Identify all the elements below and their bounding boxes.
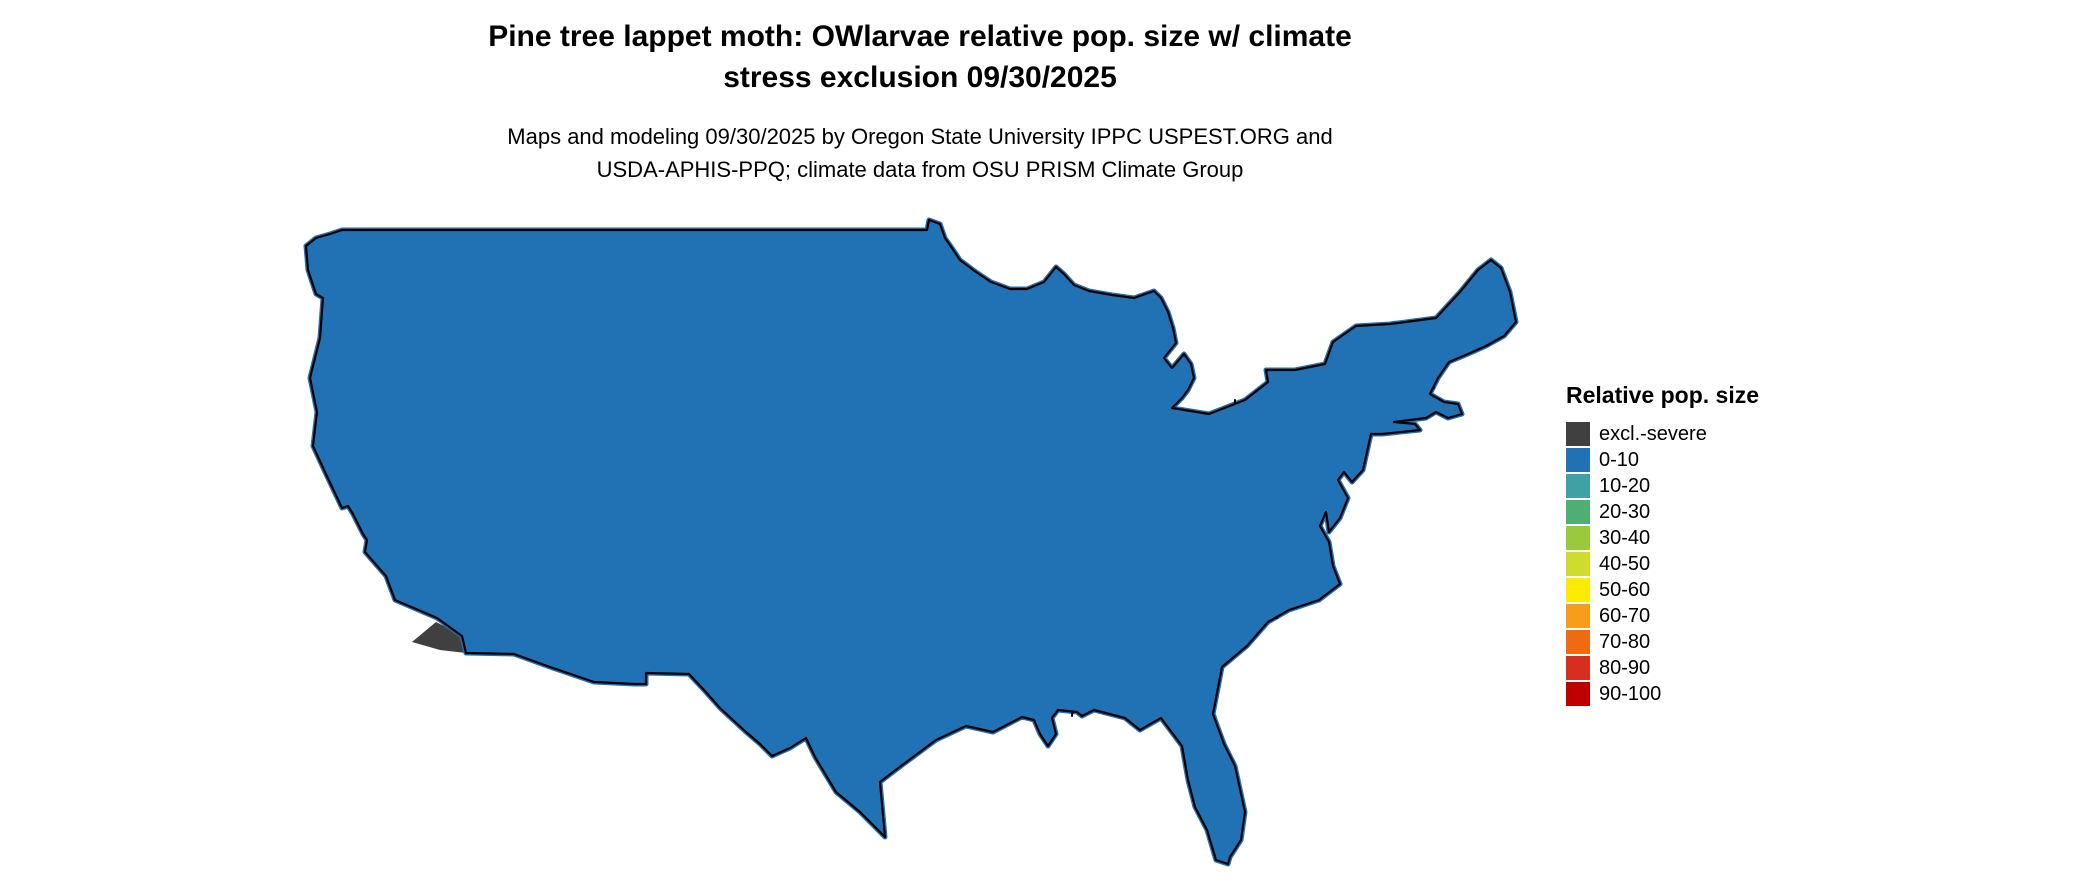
subtitle-line-2: USDA-APHIS-PPQ; climate data from OSU PR… <box>596 157 1244 182</box>
legend: Relative pop. size excl.-severe 0-10 10-20… <box>1566 382 1886 707</box>
legend-title: Relative pop. size <box>1566 382 1760 408</box>
legend-swatch <box>1566 526 1590 550</box>
legend-entry-label: 40-50 <box>1599 552 1651 575</box>
title-line-1: Pine tree lappet moth: OWlarvae relative… <box>488 20 1352 53</box>
legend-swatch <box>1566 474 1590 498</box>
legend-entry: 70-80 <box>1566 629 1886 655</box>
legend-swatch <box>1566 500 1590 524</box>
legend-entry: 60-70 <box>1566 603 1886 629</box>
figure-subtitle: Maps and modeling 09/30/2025 by Oregon S… <box>0 120 1840 186</box>
coastline <box>304 218 1518 866</box>
legend-swatch <box>1566 656 1590 680</box>
legend-swatch <box>1566 630 1590 654</box>
legend-swatch <box>1566 552 1590 576</box>
map-svg <box>300 212 1520 872</box>
legend-swatch <box>1566 682 1590 706</box>
legend-entry: 10-20 <box>1566 473 1886 499</box>
legend-entry-label: 0-10 <box>1599 448 1640 471</box>
legend-entry-label: 80-90 <box>1599 656 1651 679</box>
legend-entry-label: 60-70 <box>1599 604 1651 627</box>
legend-entry: 50-60 <box>1566 577 1886 603</box>
legend-entry-label: 20-30 <box>1599 500 1651 523</box>
legend-entry: 20-30 <box>1566 499 1886 525</box>
legend-entry: 90-100 <box>1566 681 1886 707</box>
legend-entry: excl.-severe <box>1566 421 1886 447</box>
legend-entry-label: 90-100 <box>1599 682 1662 705</box>
legend-entry-label: 30-40 <box>1599 526 1651 549</box>
legend-entry: 0-10 <box>1566 447 1886 473</box>
legend-swatch <box>1566 422 1590 446</box>
legend-entry: 80-90 <box>1566 655 1886 681</box>
figure-title: Pine tree lappet moth: OWlarvae relative… <box>0 16 1840 99</box>
legend-entry: 30-40 <box>1566 525 1886 551</box>
title-line-2: stress exclusion 09/30/2025 <box>723 61 1117 95</box>
legend-entries: excl.-severe 0-10 10-20 20-30 30-40 40-50 50-6… <box>1566 421 1886 707</box>
legend-entry-label: 10-20 <box>1599 474 1651 497</box>
us-choropleth-map <box>300 212 1520 872</box>
legend-swatch <box>1566 578 1590 602</box>
legend-swatch <box>1566 448 1590 472</box>
legend-entry: 40-50 <box>1566 551 1886 577</box>
subtitle-line-1: Maps and modeling 09/30/2025 by Oregon S… <box>507 124 1333 149</box>
legend-entry-label: 70-80 <box>1599 630 1651 653</box>
legend-swatch <box>1566 604 1590 628</box>
legend-entry-label: excl.-severe <box>1599 422 1707 445</box>
legend-entry-label: 50-60 <box>1599 578 1651 601</box>
